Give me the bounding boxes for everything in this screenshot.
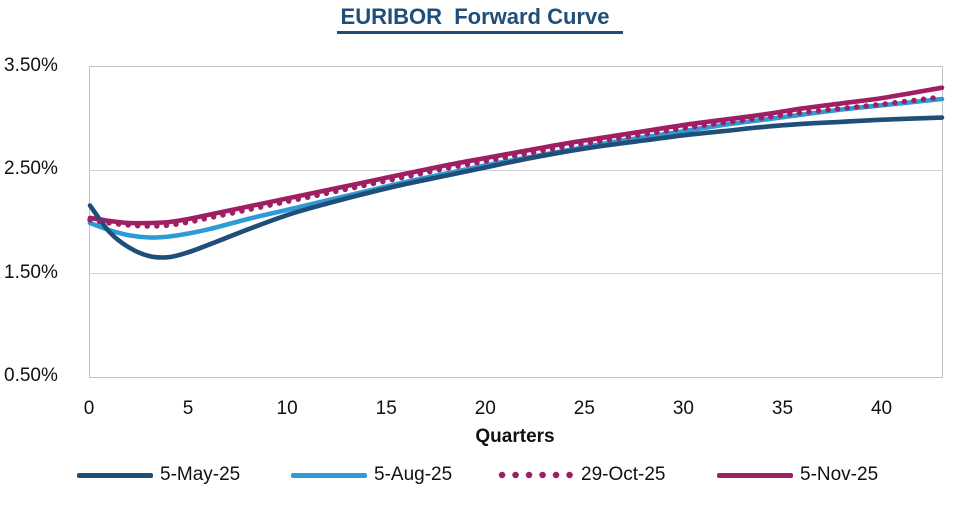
x-tick-label: 25: [573, 398, 595, 419]
legend-line-icon: [291, 472, 367, 478]
x-tick-label: 20: [474, 398, 496, 419]
legend-label: 5-May-25: [160, 464, 241, 485]
chart-title: EURIBOR Forward Curve: [336, 4, 624, 34]
series-line-5-Aug-25: [87, 96, 945, 240]
legend-item-29-Oct-25: 29-Oct-25: [498, 463, 665, 487]
chart-title-row: EURIBOR Forward Curve: [0, 4, 960, 34]
legend-label: 29-Oct-25: [581, 464, 666, 485]
plot-area: [87, 66, 945, 378]
series-line-5-May-25: [87, 115, 945, 260]
y-tick-label: 1.50%: [4, 261, 58, 283]
x-tick-label: 40: [870, 398, 893, 419]
series-line-29-Oct-25: [87, 94, 945, 229]
h-gridline: [90, 169, 942, 172]
x-tick-label: 30: [672, 398, 694, 419]
y-tick-label: 0.50%: [4, 365, 58, 386]
y-tick-label: 3.50%: [4, 55, 58, 76]
x-tick-label: 5: [182, 398, 194, 419]
y-tick-label: 2.50%: [4, 158, 58, 180]
legend-item-5-May-25: 5-May-25: [77, 463, 240, 487]
x-tick-label: 15: [375, 398, 397, 419]
legend-label: 5-Nov-25: [800, 464, 879, 485]
legend-label: 5-Aug-25: [374, 464, 453, 485]
legend-dotted-line-icon: [498, 471, 574, 479]
series-line-5-Nov-25: [87, 85, 945, 226]
legend-line-icon: [717, 472, 793, 478]
x-tick-label: 10: [276, 398, 298, 419]
h-gridline: [90, 272, 942, 275]
curves-svg: [87, 85, 945, 260]
legend-item-5-Nov-25: 5-Nov-25: [717, 463, 878, 487]
legend-line-icon: [77, 472, 153, 478]
legend-item-5-Aug-25: 5-Aug-25: [291, 463, 452, 487]
x-axis-title: Quarters: [475, 426, 555, 447]
x-tick-label: 35: [771, 398, 794, 419]
x-tick-label: 0: [83, 398, 95, 419]
